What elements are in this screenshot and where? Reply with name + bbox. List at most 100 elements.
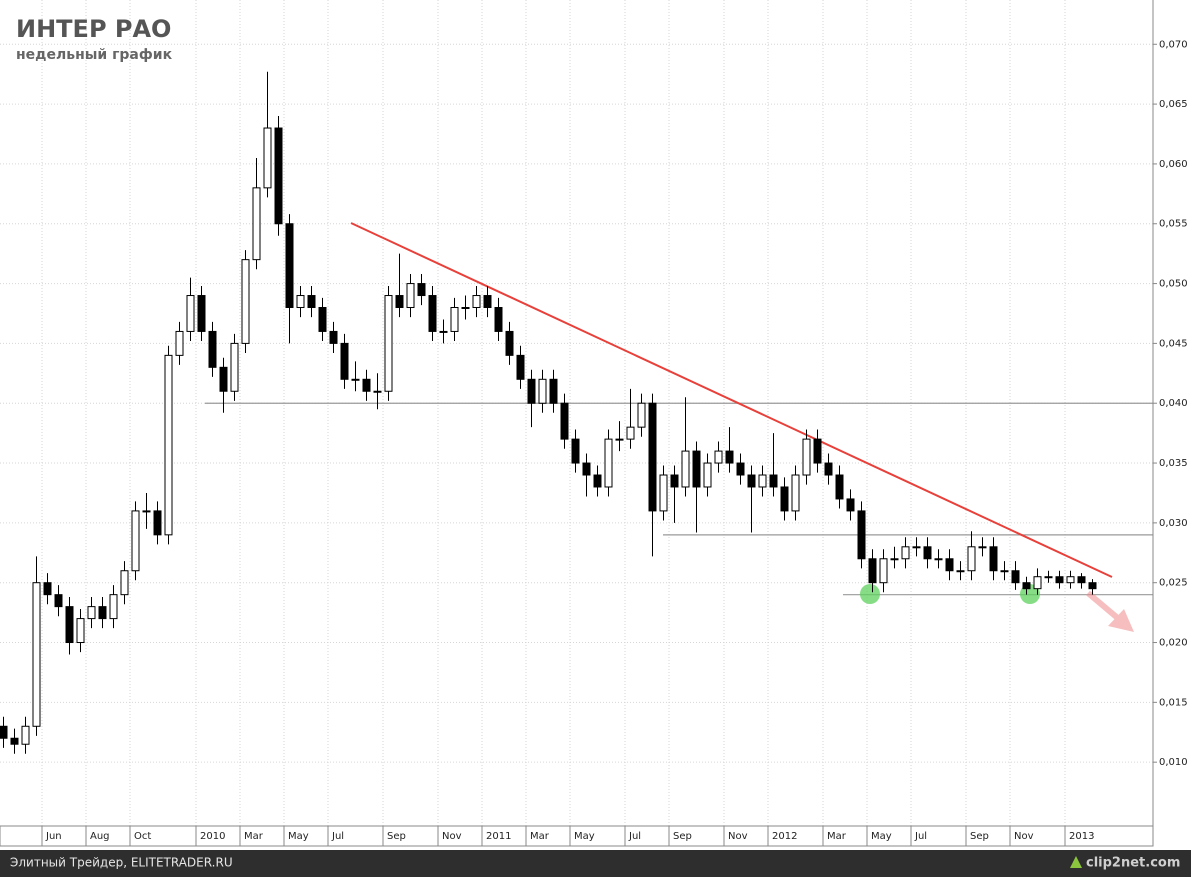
candle-body <box>142 510 151 513</box>
candle-body <box>373 390 382 393</box>
candle-body <box>670 474 679 488</box>
candle-body <box>87 606 96 620</box>
y-tick-label: 0,035 <box>1159 458 1188 469</box>
candle-body <box>175 330 184 356</box>
candle-body <box>725 450 734 464</box>
candle-body <box>384 295 393 392</box>
candle-body <box>362 378 371 392</box>
candle-body <box>835 474 844 500</box>
y-tick-label: 0,050 <box>1159 279 1188 290</box>
chart-title: ИНТЕР РАО <box>16 15 171 43</box>
axis-layer: 0,010 0,015 0,020 0,025 0,030 0,035 0,040 0,045… <box>41 39 1188 846</box>
candle-body <box>714 450 723 464</box>
candle-body <box>648 402 657 512</box>
candle-layer <box>0 71 1097 754</box>
candle-body <box>604 438 613 488</box>
candle-body <box>285 223 294 309</box>
candle-body <box>406 283 415 309</box>
candle-body <box>978 546 987 549</box>
x-tick-label: Nov <box>1014 831 1034 842</box>
projection-arrow <box>1086 590 1134 632</box>
candle-body <box>318 307 327 332</box>
candle-body <box>439 330 448 333</box>
candle-body <box>846 498 855 512</box>
candle-body <box>538 378 547 404</box>
candle-body <box>32 582 41 727</box>
candle-body <box>263 127 272 189</box>
y-tick-label: 0,065 <box>1159 99 1188 110</box>
candle-body <box>703 462 712 488</box>
candle-body <box>472 295 481 309</box>
candle-body <box>274 127 283 225</box>
candle-body <box>945 558 954 572</box>
candle-body <box>780 486 789 512</box>
candle-body <box>131 510 140 572</box>
trend-line <box>350 222 1113 578</box>
candle-body <box>483 295 492 309</box>
candle-body <box>1022 582 1031 590</box>
candle-body <box>747 474 756 488</box>
x-tick-label: Jul <box>331 831 344 842</box>
candle-body <box>21 725 30 745</box>
x-tick-label: Mar <box>827 831 847 842</box>
x-tick-label: May <box>871 831 892 842</box>
candle-body <box>505 330 514 356</box>
candle-body <box>340 342 349 380</box>
candle-body <box>1088 582 1097 590</box>
candle-body <box>769 474 778 488</box>
x-tick-label: Oct <box>134 831 151 842</box>
candle-body <box>857 510 866 560</box>
candle-body <box>109 594 118 620</box>
candle-body <box>692 450 701 488</box>
x-tick-label: Mar <box>530 831 550 842</box>
support-marker <box>860 584 880 604</box>
footer-source: Элитный Трейдер, ELITETRADER.RU <box>10 856 233 870</box>
y-tick-label: 0,040 <box>1159 398 1188 409</box>
candle-body <box>197 295 206 332</box>
candle-body <box>76 618 85 644</box>
candle-body <box>527 378 536 404</box>
candle-body <box>560 402 569 440</box>
watermark-icon <box>1070 856 1082 868</box>
candle-body <box>802 438 811 476</box>
x-tick-label: 2012 <box>772 831 797 842</box>
candle-body <box>593 474 602 488</box>
candle-body <box>230 342 239 392</box>
x-tick-label: Jun <box>45 831 62 842</box>
candle-body <box>868 558 877 584</box>
candle-body <box>54 594 63 608</box>
candle-body <box>890 558 899 561</box>
candle-body <box>395 295 404 309</box>
candle-body <box>1066 576 1075 584</box>
x-tick-label: Nov <box>728 831 748 842</box>
candle-body <box>934 558 943 561</box>
candle-body <box>241 259 250 344</box>
candle-body <box>351 378 360 381</box>
candle-body <box>164 354 173 536</box>
x-tick-label: Jul <box>914 831 927 842</box>
candle-body <box>879 558 888 584</box>
candle-body <box>582 462 591 476</box>
candle-body <box>120 570 129 596</box>
y-tick-label: 0,015 <box>1159 697 1188 708</box>
candle-body <box>923 546 932 560</box>
y-tick-label: 0,020 <box>1159 638 1188 649</box>
x-tick-label: Nov <box>442 831 462 842</box>
candle-body <box>813 438 822 464</box>
candle-body <box>626 426 635 440</box>
candle-body <box>186 295 195 332</box>
footer-watermark: clip2net.com <box>1086 856 1180 871</box>
candle-body <box>494 307 503 332</box>
arrow-shaft <box>1086 590 1122 623</box>
candle-body <box>989 546 998 572</box>
candle-body <box>824 462 833 476</box>
x-tick-label: 2011 <box>486 831 511 842</box>
candle-body <box>428 295 437 332</box>
y-tick-label: 0,010 <box>1159 757 1188 768</box>
candle-body <box>516 354 525 380</box>
candle-body <box>98 606 107 620</box>
candle-body <box>659 474 668 512</box>
candle-body <box>461 307 470 310</box>
candle-body <box>252 187 261 261</box>
arrow-head <box>1108 609 1134 632</box>
